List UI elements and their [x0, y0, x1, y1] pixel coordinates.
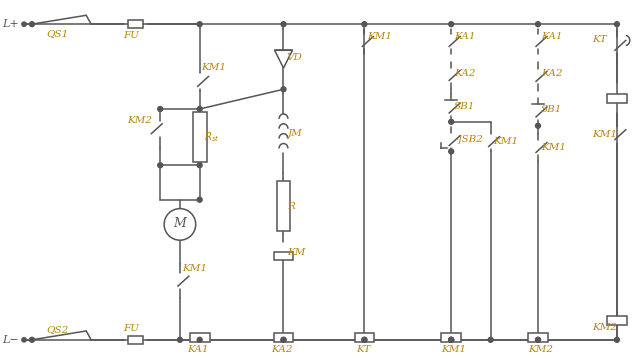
Circle shape [177, 337, 182, 342]
Bar [127, 20, 143, 28]
Circle shape [197, 22, 202, 26]
Circle shape [22, 338, 26, 342]
Bar [193, 112, 207, 162]
Text: JM: JM [287, 129, 302, 138]
Circle shape [164, 209, 196, 240]
Text: KT: KT [356, 345, 371, 354]
Text: KM1: KM1 [442, 345, 467, 354]
Circle shape [281, 337, 286, 342]
Text: KM2: KM2 [528, 345, 553, 354]
Circle shape [614, 22, 620, 26]
Circle shape [449, 337, 454, 342]
Circle shape [362, 337, 367, 342]
Circle shape [536, 337, 540, 342]
Bar [190, 333, 209, 342]
Text: QS2: QS2 [47, 326, 69, 334]
Bar [607, 316, 627, 325]
Bar [607, 94, 627, 103]
Bar [127, 336, 143, 344]
Circle shape [197, 337, 202, 342]
Bar [528, 333, 548, 342]
Circle shape [488, 337, 493, 342]
Text: -]SB2: -]SB2 [454, 134, 483, 143]
Polygon shape [275, 50, 292, 68]
Circle shape [281, 337, 286, 342]
Circle shape [536, 22, 540, 26]
Bar [274, 333, 293, 342]
Circle shape [29, 337, 35, 342]
Circle shape [362, 22, 367, 26]
Text: FU: FU [123, 325, 139, 334]
Text: KM2: KM2 [592, 323, 617, 333]
Circle shape [449, 119, 454, 124]
Circle shape [197, 163, 202, 168]
Circle shape [157, 106, 163, 111]
Text: KM1: KM1 [541, 143, 566, 152]
Bar [274, 252, 293, 260]
Circle shape [449, 337, 454, 342]
Text: SB1: SB1 [541, 106, 563, 114]
Circle shape [197, 197, 202, 202]
Circle shape [449, 337, 454, 342]
Text: FU: FU [123, 30, 139, 40]
Bar [442, 333, 461, 342]
Circle shape [536, 123, 540, 128]
Circle shape [22, 22, 26, 26]
Text: VD: VD [287, 53, 302, 62]
Circle shape [197, 106, 202, 111]
Circle shape [536, 337, 540, 342]
Text: KA2: KA2 [271, 345, 292, 354]
Text: KA2: KA2 [541, 69, 563, 78]
Text: KM2: KM2 [127, 116, 153, 125]
Circle shape [157, 163, 163, 168]
Circle shape [281, 22, 286, 26]
Text: L−: L− [3, 335, 19, 345]
Text: KM1: KM1 [182, 264, 207, 273]
Text: KA1: KA1 [187, 345, 209, 354]
Circle shape [29, 22, 35, 26]
Text: M: M [173, 217, 186, 230]
Text: KT: KT [592, 36, 607, 44]
Text: KM1: KM1 [493, 137, 518, 146]
Text: SB1: SB1 [454, 102, 476, 111]
Text: KM1: KM1 [202, 63, 227, 72]
Circle shape [362, 337, 367, 342]
Text: KA1: KA1 [454, 32, 476, 41]
Text: L+: L+ [3, 19, 19, 29]
Text: KM1: KM1 [367, 32, 392, 41]
Text: R: R [287, 202, 295, 211]
Text: KM: KM [287, 248, 306, 257]
Bar [355, 333, 374, 342]
Text: $R_{st}$: $R_{st}$ [204, 130, 220, 143]
Text: QS1: QS1 [47, 29, 69, 38]
Circle shape [614, 337, 620, 342]
Text: KM1: KM1 [592, 130, 617, 139]
Circle shape [449, 149, 454, 154]
Text: KA2: KA2 [454, 69, 476, 78]
Text: KA1: KA1 [541, 32, 563, 41]
Circle shape [449, 22, 454, 26]
Circle shape [281, 87, 286, 92]
Bar [276, 181, 291, 232]
